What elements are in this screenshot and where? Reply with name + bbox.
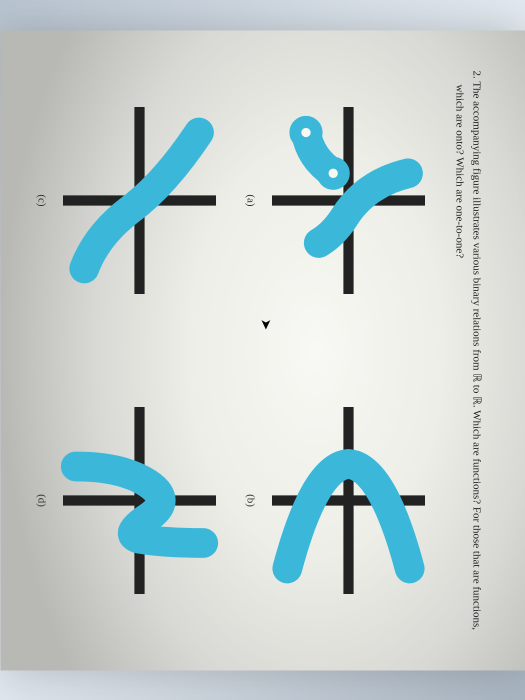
question-number: 2. (470, 70, 482, 78)
plot-c (54, 80, 224, 320)
plot-a (263, 80, 433, 320)
question-text: 2. The accompanying figure illustrates v… (451, 70, 484, 630)
figure-b: (b) (244, 370, 433, 630)
figure-grid: (a) (b) (35, 70, 433, 630)
figure-c: (c) (35, 70, 224, 330)
textbook-page: 2. The accompanying figure illustrates v… (0, 30, 525, 670)
caption-d: (d) (35, 370, 47, 630)
caption-a: (a) (244, 70, 256, 330)
caption-c: (c) (35, 70, 47, 330)
plot-b (263, 380, 433, 620)
figure-a: (a) (244, 70, 433, 330)
plot-d (54, 380, 224, 620)
caption-b: (b) (244, 370, 256, 630)
question-body: The accompanying figure illustrates vari… (454, 81, 483, 630)
figure-d: (d) (35, 370, 224, 630)
